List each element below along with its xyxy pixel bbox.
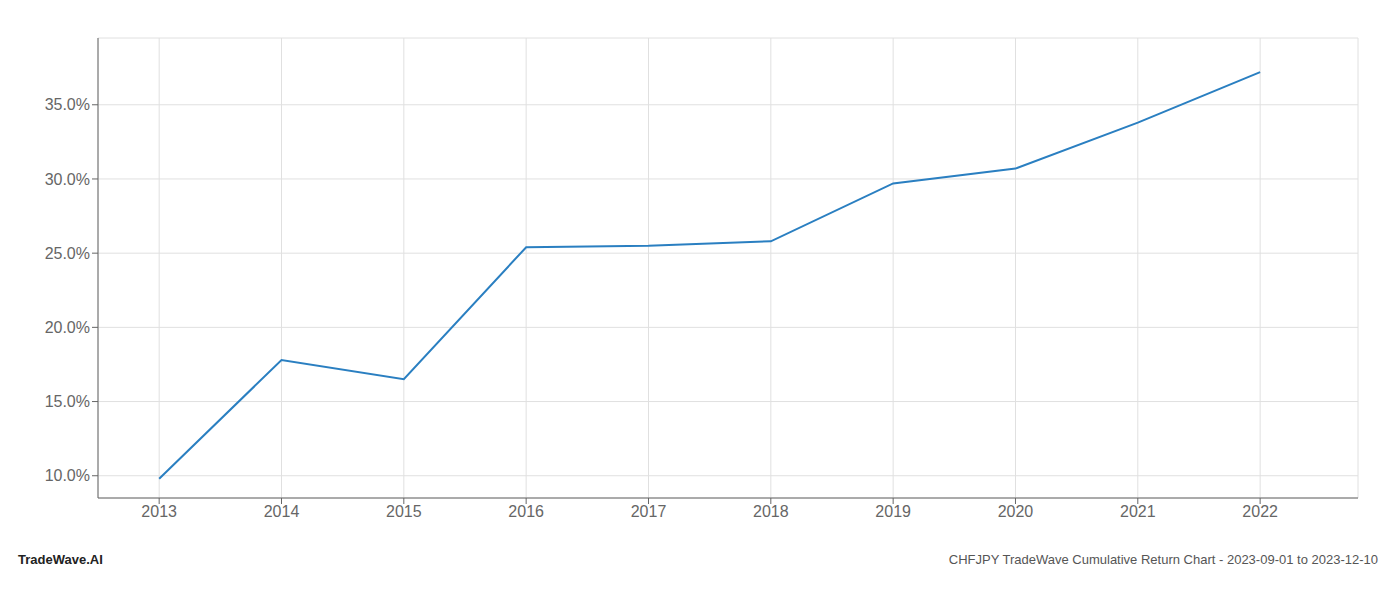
svg-text:2018: 2018: [753, 503, 789, 520]
svg-text:10.0%: 10.0%: [45, 467, 90, 484]
svg-text:2015: 2015: [386, 503, 422, 520]
svg-text:20.0%: 20.0%: [45, 319, 90, 336]
svg-text:2022: 2022: [1242, 503, 1278, 520]
svg-text:2019: 2019: [875, 503, 911, 520]
svg-text:15.0%: 15.0%: [45, 393, 90, 410]
svg-text:2017: 2017: [631, 503, 667, 520]
html-text:CHFJPY TradeWave Cumulative Re: CHFJPY TradeWave Cumulative Return Chart…: [948, 552, 1378, 567]
svg-text:35.0%: 35.0%: [45, 96, 90, 113]
svg-text:2021: 2021: [1120, 503, 1156, 520]
html-text:TradeWave.AI: TradeWave.AI: [18, 552, 103, 567]
svg-text:30.0%: 30.0%: [45, 171, 90, 188]
svg-text:25.0%: 25.0%: [45, 245, 90, 262]
svg-text:2020: 2020: [998, 503, 1034, 520]
svg-text:2013: 2013: [141, 503, 177, 520]
svg-text:2016: 2016: [508, 503, 544, 520]
svg-text:2014: 2014: [264, 503, 300, 520]
